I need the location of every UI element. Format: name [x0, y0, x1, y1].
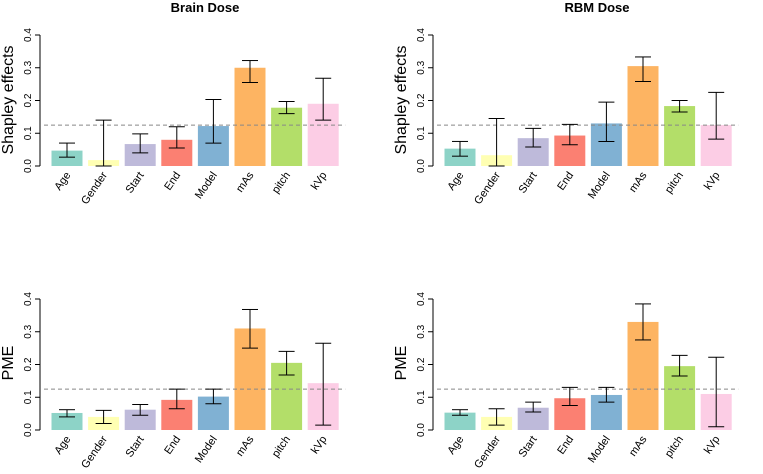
bar-mas — [627, 66, 659, 166]
category-label: Age — [445, 170, 466, 193]
category-label: Gender — [79, 170, 110, 207]
bar-pitch — [664, 106, 696, 166]
panel-rbm-pme: PME 0.0 0.1 0.2 0.3 0.4 Age Gender Start End Mode… — [393, 292, 739, 471]
y-tick-label: 0.0 — [23, 159, 34, 173]
category-label: Start — [517, 170, 540, 196]
y-tick-label: 0.4 — [416, 28, 427, 42]
category-label: Start — [517, 434, 540, 460]
category-label: pitch — [270, 434, 293, 460]
panel-brain-shapley: Brain Dose Shapley effects 0.0 0.1 0.2 0.3 0… — [0, 0, 346, 207]
category-label: Gender — [79, 434, 110, 471]
y-tick-label: 0.0 — [416, 159, 427, 173]
category-label: Age — [445, 434, 466, 457]
y-tick-label: 0.2 — [23, 357, 34, 371]
y-axis-label: Shapley effects — [0, 45, 17, 154]
category-label: mAs — [234, 169, 257, 194]
y-tick-label: 0.4 — [23, 292, 34, 306]
panel-brain-pme: PME 0.0 0.1 0.2 0.3 0.4 Age Gender Start End Mode… — [0, 292, 346, 471]
y-tick-label: 0.4 — [416, 292, 427, 306]
y-axis-label: Shapley effects — [393, 45, 410, 154]
y-tick-label: 0.3 — [416, 324, 427, 338]
bar-age — [444, 148, 476, 166]
panel-title: RBM Dose — [564, 0, 629, 15]
y-axis-label: PME — [393, 346, 410, 381]
y-tick-label: 0.3 — [416, 60, 427, 74]
y-tick-label: 0.4 — [23, 28, 34, 42]
category-label: Model — [586, 434, 613, 465]
category-label: kVp — [702, 170, 723, 192]
bar-pitch — [664, 366, 696, 430]
category-label: Age — [52, 170, 73, 193]
category-label: Gender — [472, 434, 503, 471]
y-tick-label: 0.1 — [23, 390, 34, 404]
y-axis-label: PME — [0, 346, 17, 381]
bar-pitch — [271, 107, 303, 166]
category-label: Age — [52, 434, 73, 457]
category-label: kVp — [309, 434, 330, 456]
category-label: mAs — [627, 169, 650, 194]
bar-start — [517, 407, 549, 430]
category-label: Start — [124, 434, 147, 460]
y-tick-label: 0.3 — [23, 324, 34, 338]
category-label: Model — [586, 170, 613, 201]
y-tick-label: 0.0 — [416, 423, 427, 437]
category-label: End — [162, 434, 183, 457]
y-tick-label: 0.2 — [416, 93, 427, 107]
y-tick-label: 0.2 — [23, 93, 34, 107]
category-label: mAs — [627, 433, 650, 458]
category-label: End — [555, 170, 576, 193]
category-label: Start — [124, 170, 147, 196]
y-tick-label: 0.0 — [23, 423, 34, 437]
category-label: mAs — [234, 433, 257, 458]
y-tick-label: 0.3 — [23, 60, 34, 74]
panel-title: Brain Dose — [171, 0, 240, 15]
y-tick-label: 0.2 — [416, 357, 427, 371]
category-label: End — [162, 170, 183, 193]
category-label: Gender — [472, 170, 503, 207]
bar-age — [51, 150, 83, 166]
y-tick-label: 0.1 — [416, 126, 427, 140]
category-label: Model — [193, 434, 220, 465]
category-label: Model — [193, 170, 220, 201]
category-label: pitch — [663, 170, 686, 196]
category-label: pitch — [663, 434, 686, 460]
category-label: End — [555, 434, 576, 457]
category-label: kVp — [702, 434, 723, 456]
y-tick-label: 0.1 — [23, 126, 34, 140]
panel-rbm-shapley: RBM Dose Shapley effects 0.0 0.1 0.2 0.3 0.4… — [393, 0, 739, 207]
bar-age — [444, 412, 476, 430]
bar-start — [124, 144, 156, 166]
category-label: kVp — [309, 170, 330, 192]
y-tick-label: 0.1 — [416, 390, 427, 404]
bar-mas — [234, 67, 266, 166]
category-label: pitch — [270, 170, 293, 196]
